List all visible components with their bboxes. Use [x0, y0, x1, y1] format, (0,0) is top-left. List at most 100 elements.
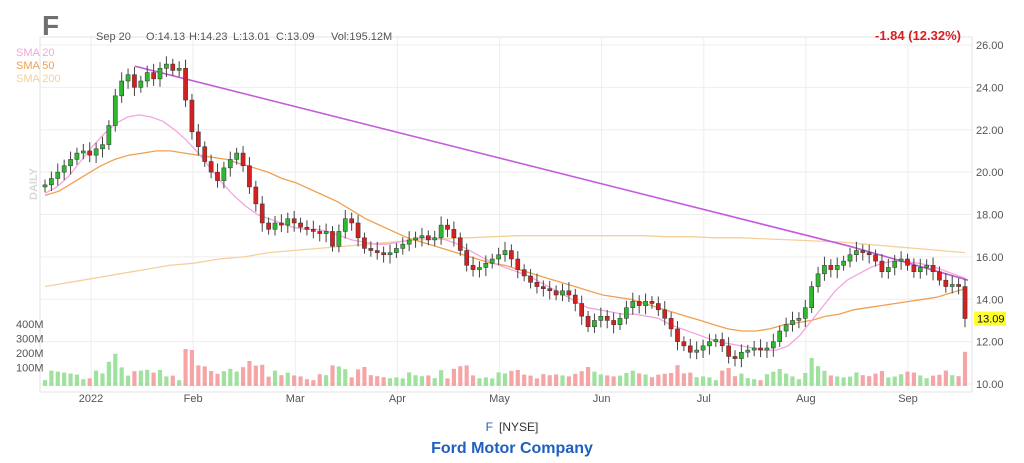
candle-body [68, 159, 73, 167]
volume-tick-label: 100M [16, 363, 44, 375]
volume-bar [796, 379, 801, 386]
volume-bar [739, 373, 744, 386]
candle-body [470, 265, 476, 270]
volume-bar [777, 369, 782, 386]
header-change: -1.84 (12.32%) [875, 28, 961, 43]
volume-bar [164, 376, 169, 386]
candle-body [400, 243, 406, 249]
candle-body [240, 152, 246, 167]
candle-body [624, 307, 629, 319]
x-tick-label: Sep [898, 393, 918, 405]
volume-bar [547, 375, 552, 386]
candle-body [432, 237, 438, 241]
volume-bar [413, 375, 418, 386]
volume-bar [100, 373, 105, 386]
x-tick-label: Aug [796, 393, 816, 405]
volume-bar [247, 361, 252, 386]
candle-body [381, 252, 386, 256]
candle-body [132, 74, 137, 88]
candle-body [438, 224, 444, 239]
candle-body [962, 286, 968, 319]
chart-grid [40, 37, 972, 392]
candle-body [592, 320, 597, 328]
volume-bar [758, 380, 763, 386]
volume-bar [534, 378, 540, 386]
candle-body [841, 260, 846, 266]
candle-body [892, 260, 898, 268]
candle-body [426, 235, 431, 241]
volume-bar [394, 377, 399, 386]
candle-body [739, 351, 744, 359]
volume-bar [221, 371, 226, 386]
candle-body [681, 341, 687, 347]
volume-bar [867, 376, 872, 386]
volume-bar [694, 377, 699, 386]
header-close: C:13.09 [276, 31, 315, 43]
candle-body [662, 309, 668, 319]
volume-bar [74, 374, 80, 386]
candle-body [643, 301, 648, 306]
footer-exchange: [NYSE] [498, 420, 539, 434]
candle-body [406, 239, 412, 245]
volume-tick-label: 200M [16, 348, 44, 360]
volume-bar [477, 378, 482, 386]
volume-bar [835, 376, 840, 386]
candle-body [649, 301, 655, 304]
candle-body [387, 252, 393, 256]
candle-body [790, 320, 795, 325]
candle-body [834, 265, 840, 270]
volume-bar [272, 370, 278, 386]
volume-bar [157, 370, 163, 386]
volume-bar [228, 368, 233, 386]
candle-body [924, 265, 929, 268]
candle-body [515, 258, 521, 270]
volume-bar [445, 378, 450, 386]
candle-body [464, 250, 469, 266]
candle-body [828, 265, 834, 270]
volume-bar [515, 370, 520, 386]
candle-body [719, 339, 725, 347]
volume-bar [815, 366, 821, 386]
trendline [134, 65, 969, 281]
candle-body [176, 68, 182, 71]
candle-body [266, 222, 271, 230]
volume-bar [298, 376, 303, 386]
volume-bar [879, 371, 885, 386]
volume-bar [253, 365, 258, 386]
candle-body [956, 284, 961, 287]
candle-body [304, 226, 310, 230]
volume-bar [209, 371, 214, 386]
volume-bar [528, 375, 533, 386]
candle-body [93, 148, 99, 156]
candle-body [272, 222, 278, 230]
candle-body [61, 165, 67, 173]
candle-body [394, 248, 399, 253]
volume-bar [924, 378, 929, 386]
candle-body [764, 347, 770, 351]
volume-bar [125, 375, 131, 386]
volume-bar [496, 372, 501, 386]
y-tick-label: 14.00 [976, 294, 1004, 306]
candle-body [751, 347, 757, 351]
candle-body [342, 218, 348, 232]
volume-bar [317, 374, 322, 386]
volume-bar [94, 370, 99, 386]
volume-bar [962, 351, 968, 386]
volume-bar [790, 376, 795, 386]
volume-bar [637, 373, 642, 386]
last-price-tag: 13.09 [974, 311, 1006, 326]
candle-body [144, 72, 150, 82]
candle-body [917, 267, 923, 272]
x-tick-label: 2022 [79, 393, 103, 405]
candle-body [579, 303, 584, 317]
volume-bar [822, 370, 827, 386]
volume-bar [656, 374, 661, 386]
volume-bar [892, 376, 897, 386]
company-name[interactable]: Ford Motor Company [431, 440, 593, 457]
volume-bar [292, 375, 297, 386]
trendline-layer [134, 65, 969, 281]
volume-bar [183, 349, 188, 386]
candle-body [189, 99, 195, 133]
legend-sma20: SMA 20 [16, 47, 55, 59]
volume-bar [598, 374, 603, 386]
